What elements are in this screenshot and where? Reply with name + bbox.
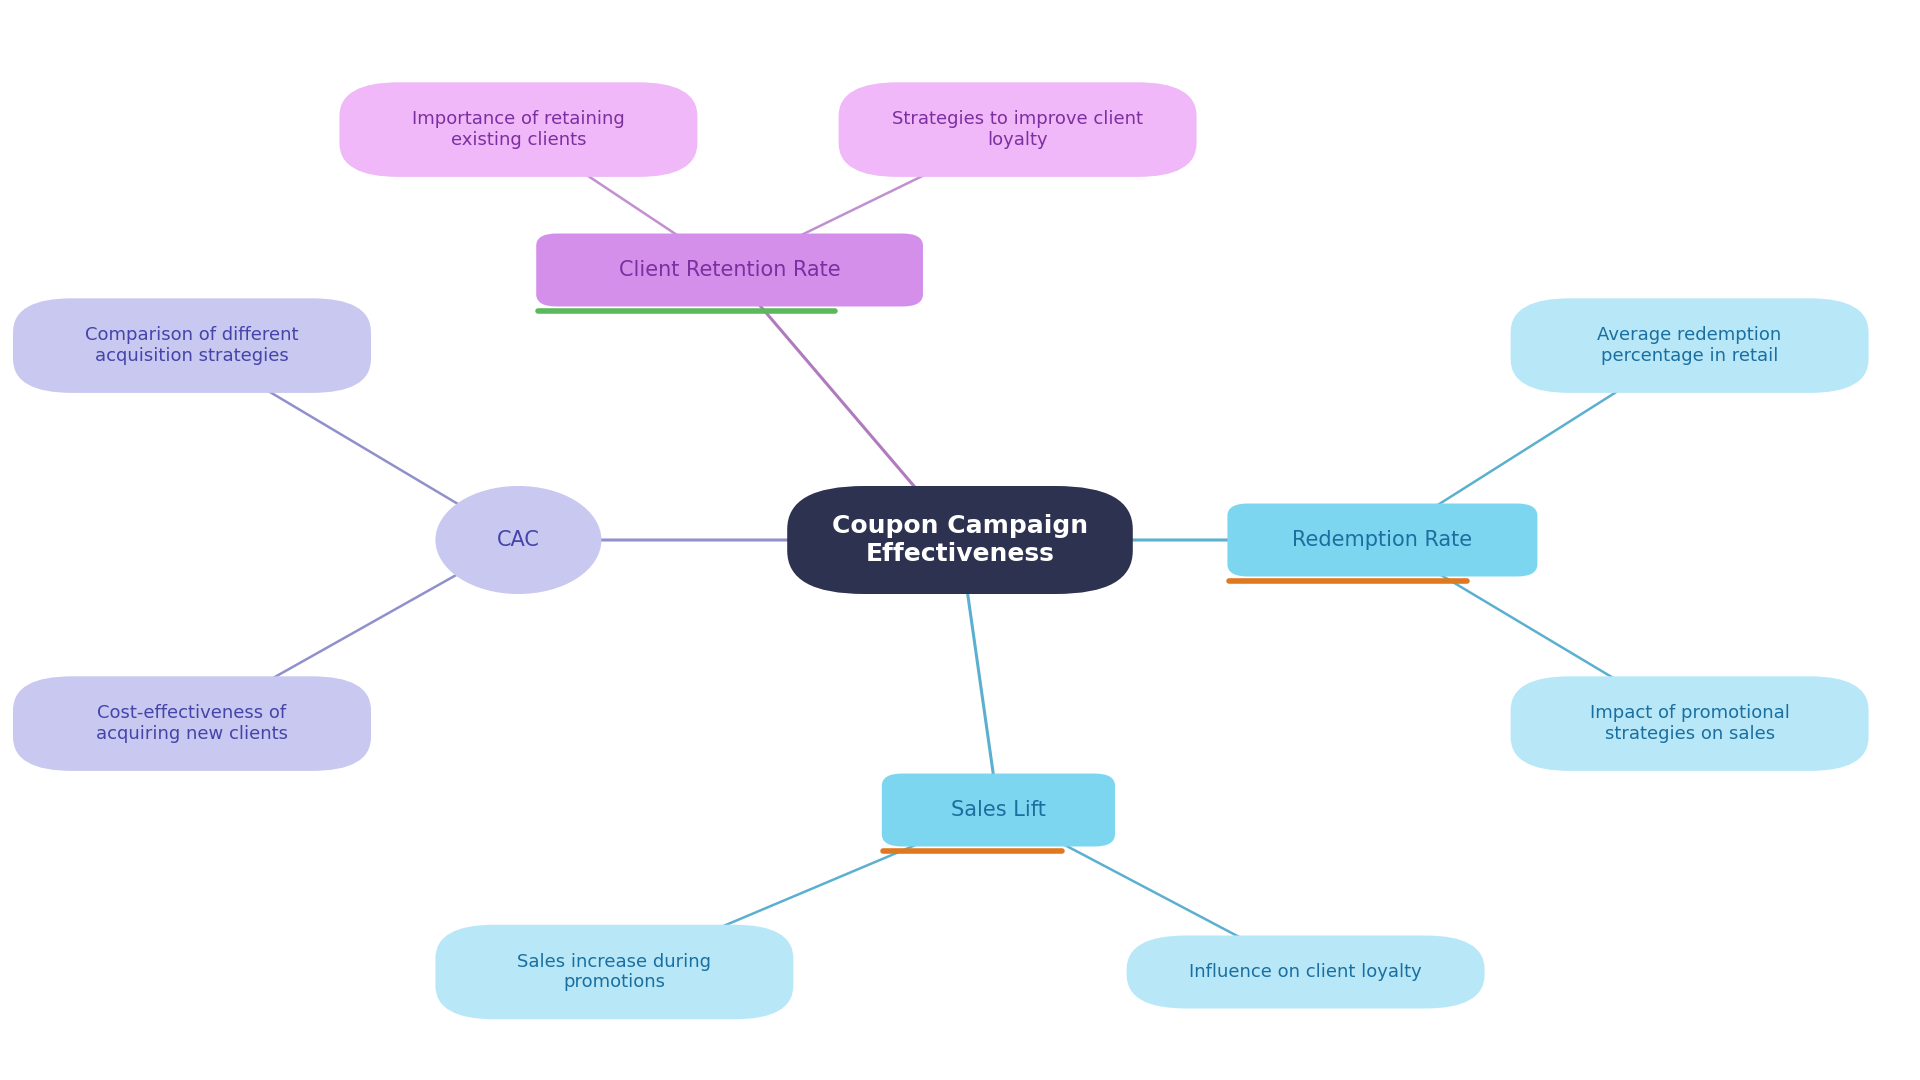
Text: Redemption Rate: Redemption Rate: [1292, 530, 1473, 550]
Ellipse shape: [438, 487, 601, 593]
FancyBboxPatch shape: [538, 234, 922, 305]
Text: Coupon Campaign
Effectiveness: Coupon Campaign Effectiveness: [831, 514, 1089, 566]
FancyBboxPatch shape: [15, 678, 369, 769]
Text: Client Retention Rate: Client Retention Rate: [618, 260, 841, 280]
Text: Influence on client loyalty: Influence on client loyalty: [1188, 963, 1423, 981]
FancyBboxPatch shape: [1513, 299, 1866, 391]
FancyBboxPatch shape: [15, 299, 369, 391]
Text: Importance of retaining
existing clients: Importance of retaining existing clients: [413, 110, 624, 149]
Text: Sales Lift: Sales Lift: [950, 800, 1046, 820]
Text: Average redemption
percentage in retail: Average redemption percentage in retail: [1597, 326, 1782, 365]
FancyBboxPatch shape: [1129, 936, 1482, 1007]
Text: Comparison of different
acquisition strategies: Comparison of different acquisition stra…: [84, 326, 300, 365]
FancyBboxPatch shape: [1229, 504, 1536, 575]
FancyBboxPatch shape: [883, 775, 1114, 845]
FancyBboxPatch shape: [787, 486, 1133, 594]
FancyBboxPatch shape: [1513, 678, 1866, 769]
Text: Impact of promotional
strategies on sales: Impact of promotional strategies on sale…: [1590, 704, 1789, 743]
Text: Strategies to improve client
loyalty: Strategies to improve client loyalty: [893, 110, 1142, 149]
Text: Cost-effectiveness of
acquiring new clients: Cost-effectiveness of acquiring new clie…: [96, 704, 288, 743]
Text: Sales increase during
promotions: Sales increase during promotions: [516, 953, 712, 991]
Text: CAC: CAC: [497, 530, 540, 550]
FancyBboxPatch shape: [438, 926, 791, 1017]
FancyBboxPatch shape: [342, 84, 697, 175]
FancyBboxPatch shape: [841, 84, 1194, 175]
